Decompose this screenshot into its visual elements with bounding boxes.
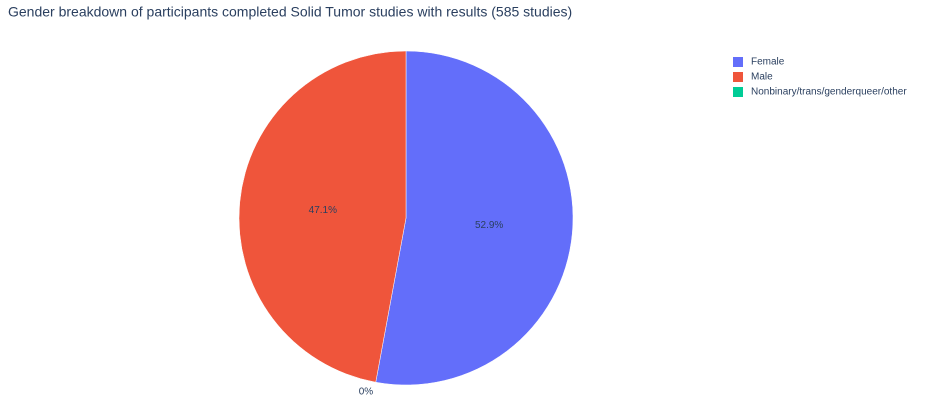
slice-label: 52.9%	[475, 220, 503, 231]
legend-swatch	[733, 72, 743, 82]
legend-swatch	[733, 87, 743, 97]
slice-label: 0%	[359, 387, 374, 398]
slice-label: 47.1%	[309, 205, 337, 216]
legend-swatch	[733, 57, 743, 67]
legend-label: Female	[751, 57, 785, 68]
pie-slice	[238, 50, 407, 383]
legend-label: Nonbinary/trans/genderqueer/other	[751, 87, 907, 98]
pie-slice	[375, 50, 574, 386]
legend-label: Male	[751, 72, 773, 83]
chart-title: Gender breakdown of participants complet…	[8, 4, 572, 20]
